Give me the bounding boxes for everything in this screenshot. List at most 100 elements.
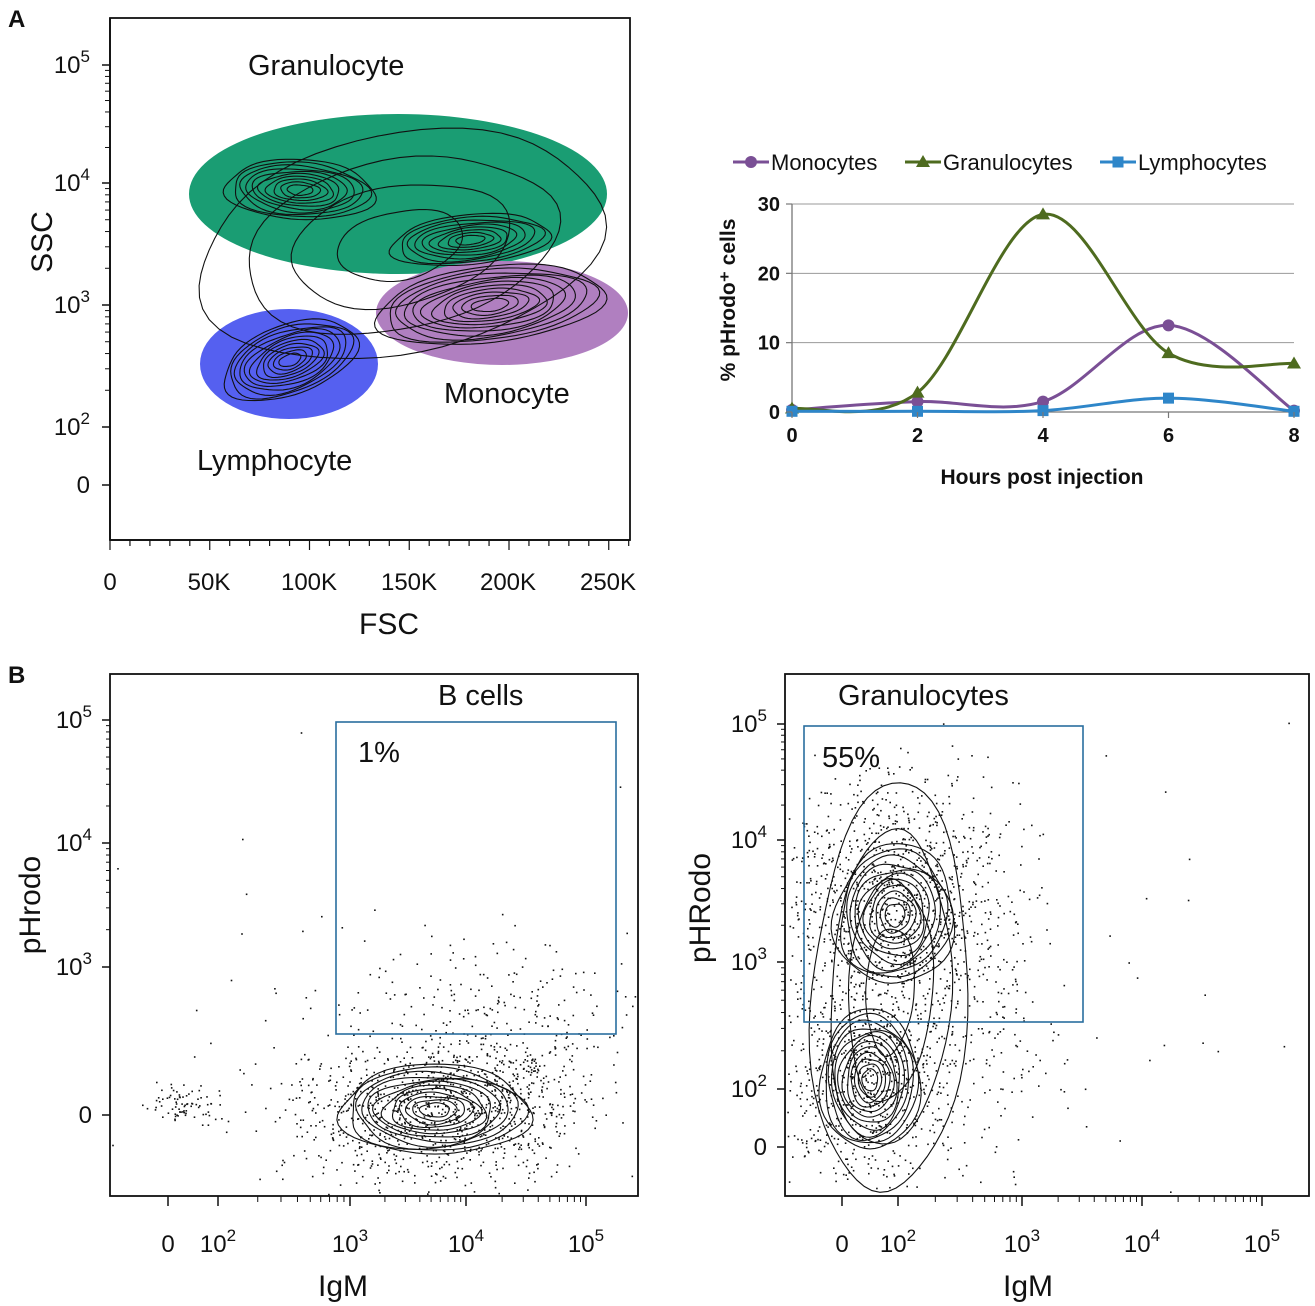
bcells-contour: [372, 1080, 491, 1138]
granulocytes-event: [908, 972, 910, 974]
granulocytes-event: [819, 1098, 821, 1101]
granulocytes-event: [1000, 1115, 1002, 1117]
granulocytes-event: [918, 980, 921, 982]
bcells-event: [293, 1154, 295, 1157]
granulocytes-event: [879, 1059, 882, 1061]
bcells-event: [340, 1129, 342, 1132]
bcells-event: [492, 1107, 494, 1109]
granulocytes-event: [852, 1169, 855, 1172]
bcells-event: [255, 1130, 258, 1132]
granulocytes-event: [913, 929, 916, 931]
bcells-event: [495, 1164, 497, 1166]
granulocytes-event: [847, 802, 850, 805]
granulocytes-event: [870, 1023, 872, 1026]
bcells-event: [331, 1137, 334, 1139]
line-chart-x-tick-label: 6: [1163, 425, 1174, 447]
bcells-event: [545, 1118, 548, 1120]
granulocytes-event: [944, 850, 946, 852]
bcells-event: [342, 1110, 345, 1113]
bcells-event: [452, 1061, 455, 1064]
bcells-event: [352, 1163, 355, 1166]
granulocytes-event: [900, 747, 902, 750]
granulocytes-event: [969, 968, 971, 971]
granulocytes-event: [943, 852, 946, 855]
bcells-event: [166, 1097, 169, 1099]
granulocytes-event: [886, 1054, 888, 1056]
bcells-event: [265, 1107, 267, 1110]
granulocytes-event: [1014, 1033, 1016, 1036]
granulocytes-event: [955, 943, 957, 945]
granulocytes-event: [807, 1150, 809, 1153]
granulocytes-event: [962, 813, 965, 816]
granulocytes-event: [914, 1046, 916, 1049]
granulocytes-event: [1128, 962, 1130, 964]
bcells-event: [294, 1113, 297, 1116]
granulocytes-event: [860, 1052, 862, 1055]
granulocytes-event: [954, 968, 957, 970]
granulocytes-event: [906, 895, 909, 897]
granulocytes-event: [903, 871, 906, 874]
granulocytes-event: [842, 1173, 845, 1176]
bcells-event: [620, 963, 623, 965]
granulocytes-event: [1015, 1008, 1018, 1010]
granulocytes-event: [988, 966, 990, 968]
granulocytes-event: [811, 893, 813, 896]
granulocytes-event: [843, 928, 845, 930]
granulocytes-event: [863, 887, 866, 890]
granulocytes-event: [859, 779, 861, 782]
granulocytes-event: [890, 1095, 893, 1098]
granulocytes-event: [956, 865, 958, 868]
bcells-event: [445, 1139, 447, 1142]
granulocytes-event: [994, 1037, 996, 1039]
lymphocyte-contour: [248, 335, 328, 384]
line-chart-series: [785, 207, 1301, 417]
bcells-event: [538, 1106, 541, 1108]
bcells-event: [347, 1142, 349, 1145]
bcells-event: [516, 1078, 518, 1080]
granulocytes-event: [867, 842, 869, 844]
granulocytes-event: [887, 956, 890, 959]
granulocytes-event: [860, 937, 863, 940]
bcells-event: [480, 1092, 482, 1095]
bcells-event: [162, 1098, 164, 1100]
granulocytes-event: [808, 797, 811, 800]
granulocytes-event: [1000, 1088, 1002, 1090]
granulocytes-event: [806, 935, 809, 938]
bcells-event: [495, 1070, 498, 1072]
bcells-event: [542, 1077, 545, 1079]
bcells-event: [328, 1193, 330, 1196]
granulocytes-event: [882, 1073, 885, 1076]
bcells-event: [549, 944, 551, 947]
granulocytes-event: [875, 888, 878, 891]
bcells-event: [537, 1069, 540, 1072]
bcells-event: [543, 1017, 546, 1019]
granulocytes-event: [901, 1050, 903, 1052]
granulocytes-event: [972, 852, 974, 854]
bcells-event: [225, 1131, 228, 1134]
bcells-event: [362, 1050, 364, 1053]
granulocytes-event: [956, 974, 958, 976]
bcells-event: [384, 1085, 387, 1087]
bcells-event: [399, 1100, 401, 1102]
bcells-event: [377, 1164, 379, 1166]
bcells-event: [174, 1113, 177, 1115]
granulocytes-event: [895, 892, 897, 895]
bcells-event: [160, 1105, 163, 1107]
granulocytes-event: [903, 1060, 906, 1062]
granulocytes-event: [816, 1094, 818, 1097]
line-chart-legend: Monocytes Granulocytes Lymphocytes: [733, 150, 1267, 175]
granulocytes-event: [977, 1028, 980, 1030]
granulocytes-event: [896, 840, 898, 843]
granulocytes-event: [936, 865, 939, 868]
bcells-event: [302, 1017, 304, 1020]
bcells-event: [494, 1090, 497, 1092]
granulocytes-event: [878, 814, 880, 817]
granulocytes-event: [946, 1065, 949, 1067]
granulocytes-event: [800, 982, 803, 984]
granulocytes-x-tick-label: 104: [1124, 1226, 1160, 1258]
granulocytes-event: [799, 1085, 802, 1088]
bcells-event: [508, 1081, 511, 1084]
granulocytes-gate-percent: 55%: [822, 742, 880, 774]
bcells-event: [503, 1135, 506, 1137]
granulocytes-event: [871, 989, 874, 991]
